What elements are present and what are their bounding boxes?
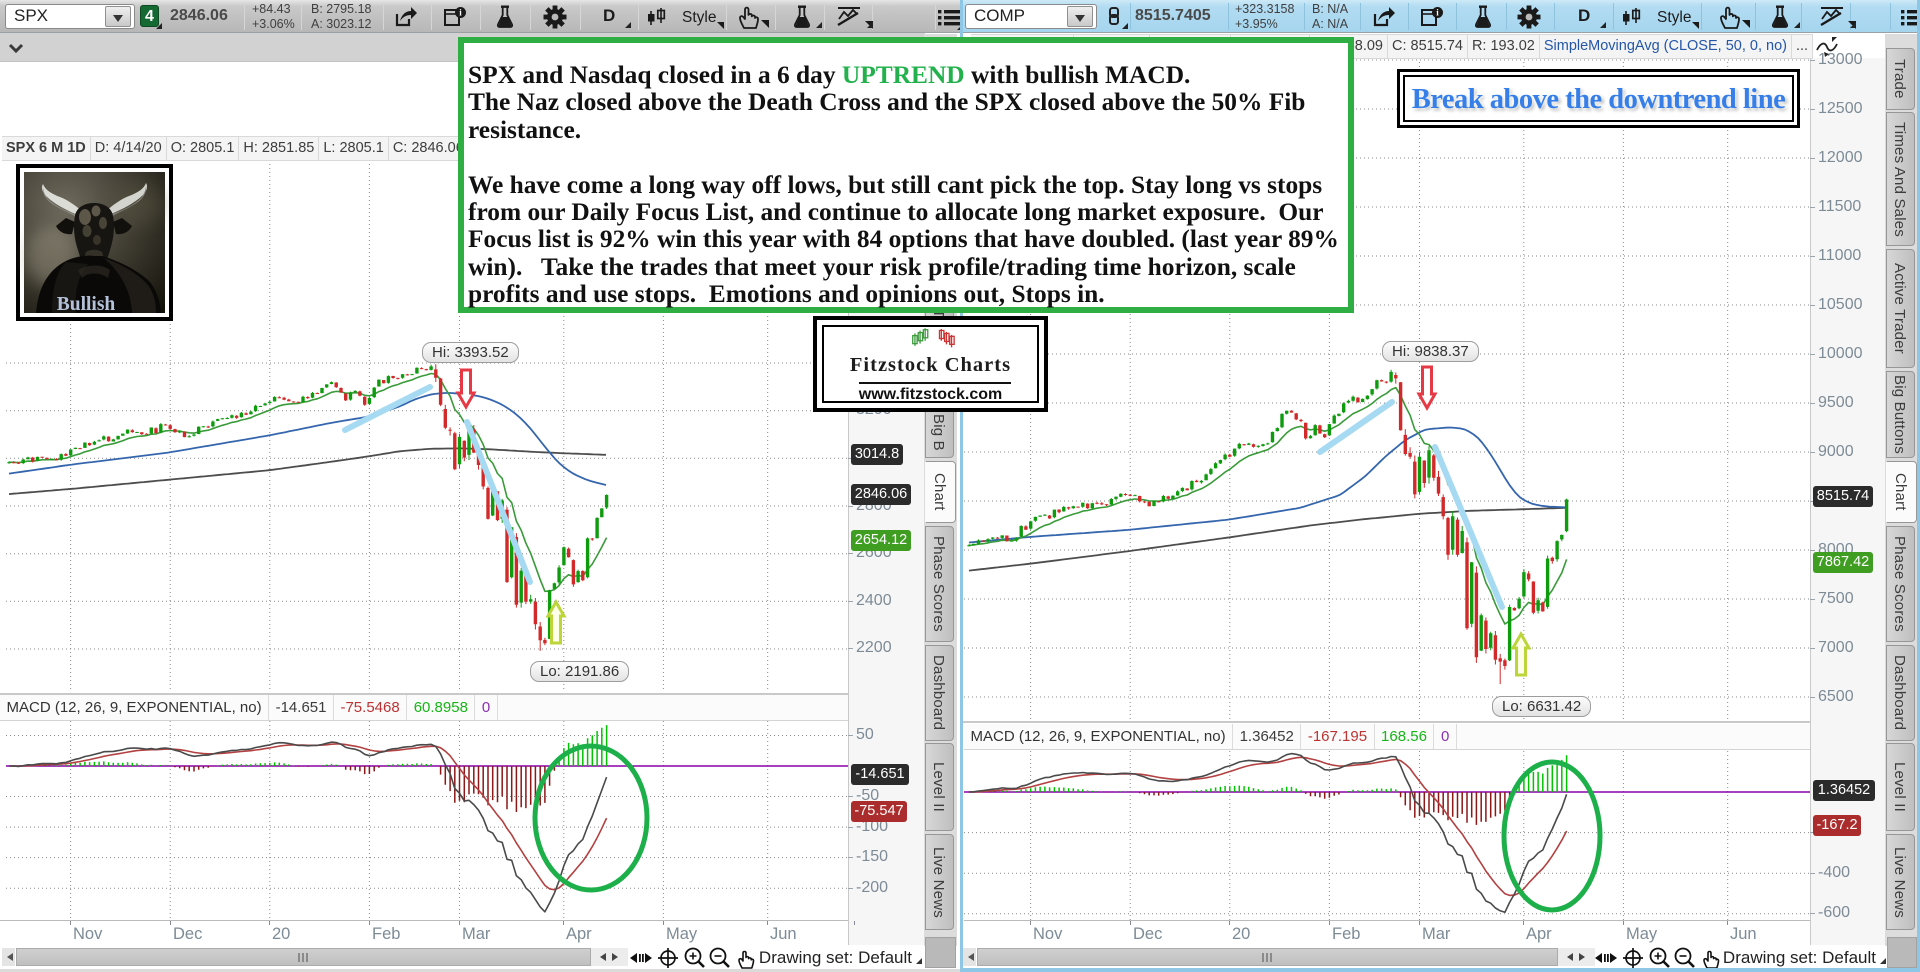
svg-text:Style: Style xyxy=(682,9,716,26)
svg-text:i: i xyxy=(1436,8,1439,18)
svg-text:Bullish: Bullish xyxy=(57,294,116,315)
svg-text:Style: Style xyxy=(1657,9,1691,26)
svg-text:i: i xyxy=(459,8,462,18)
